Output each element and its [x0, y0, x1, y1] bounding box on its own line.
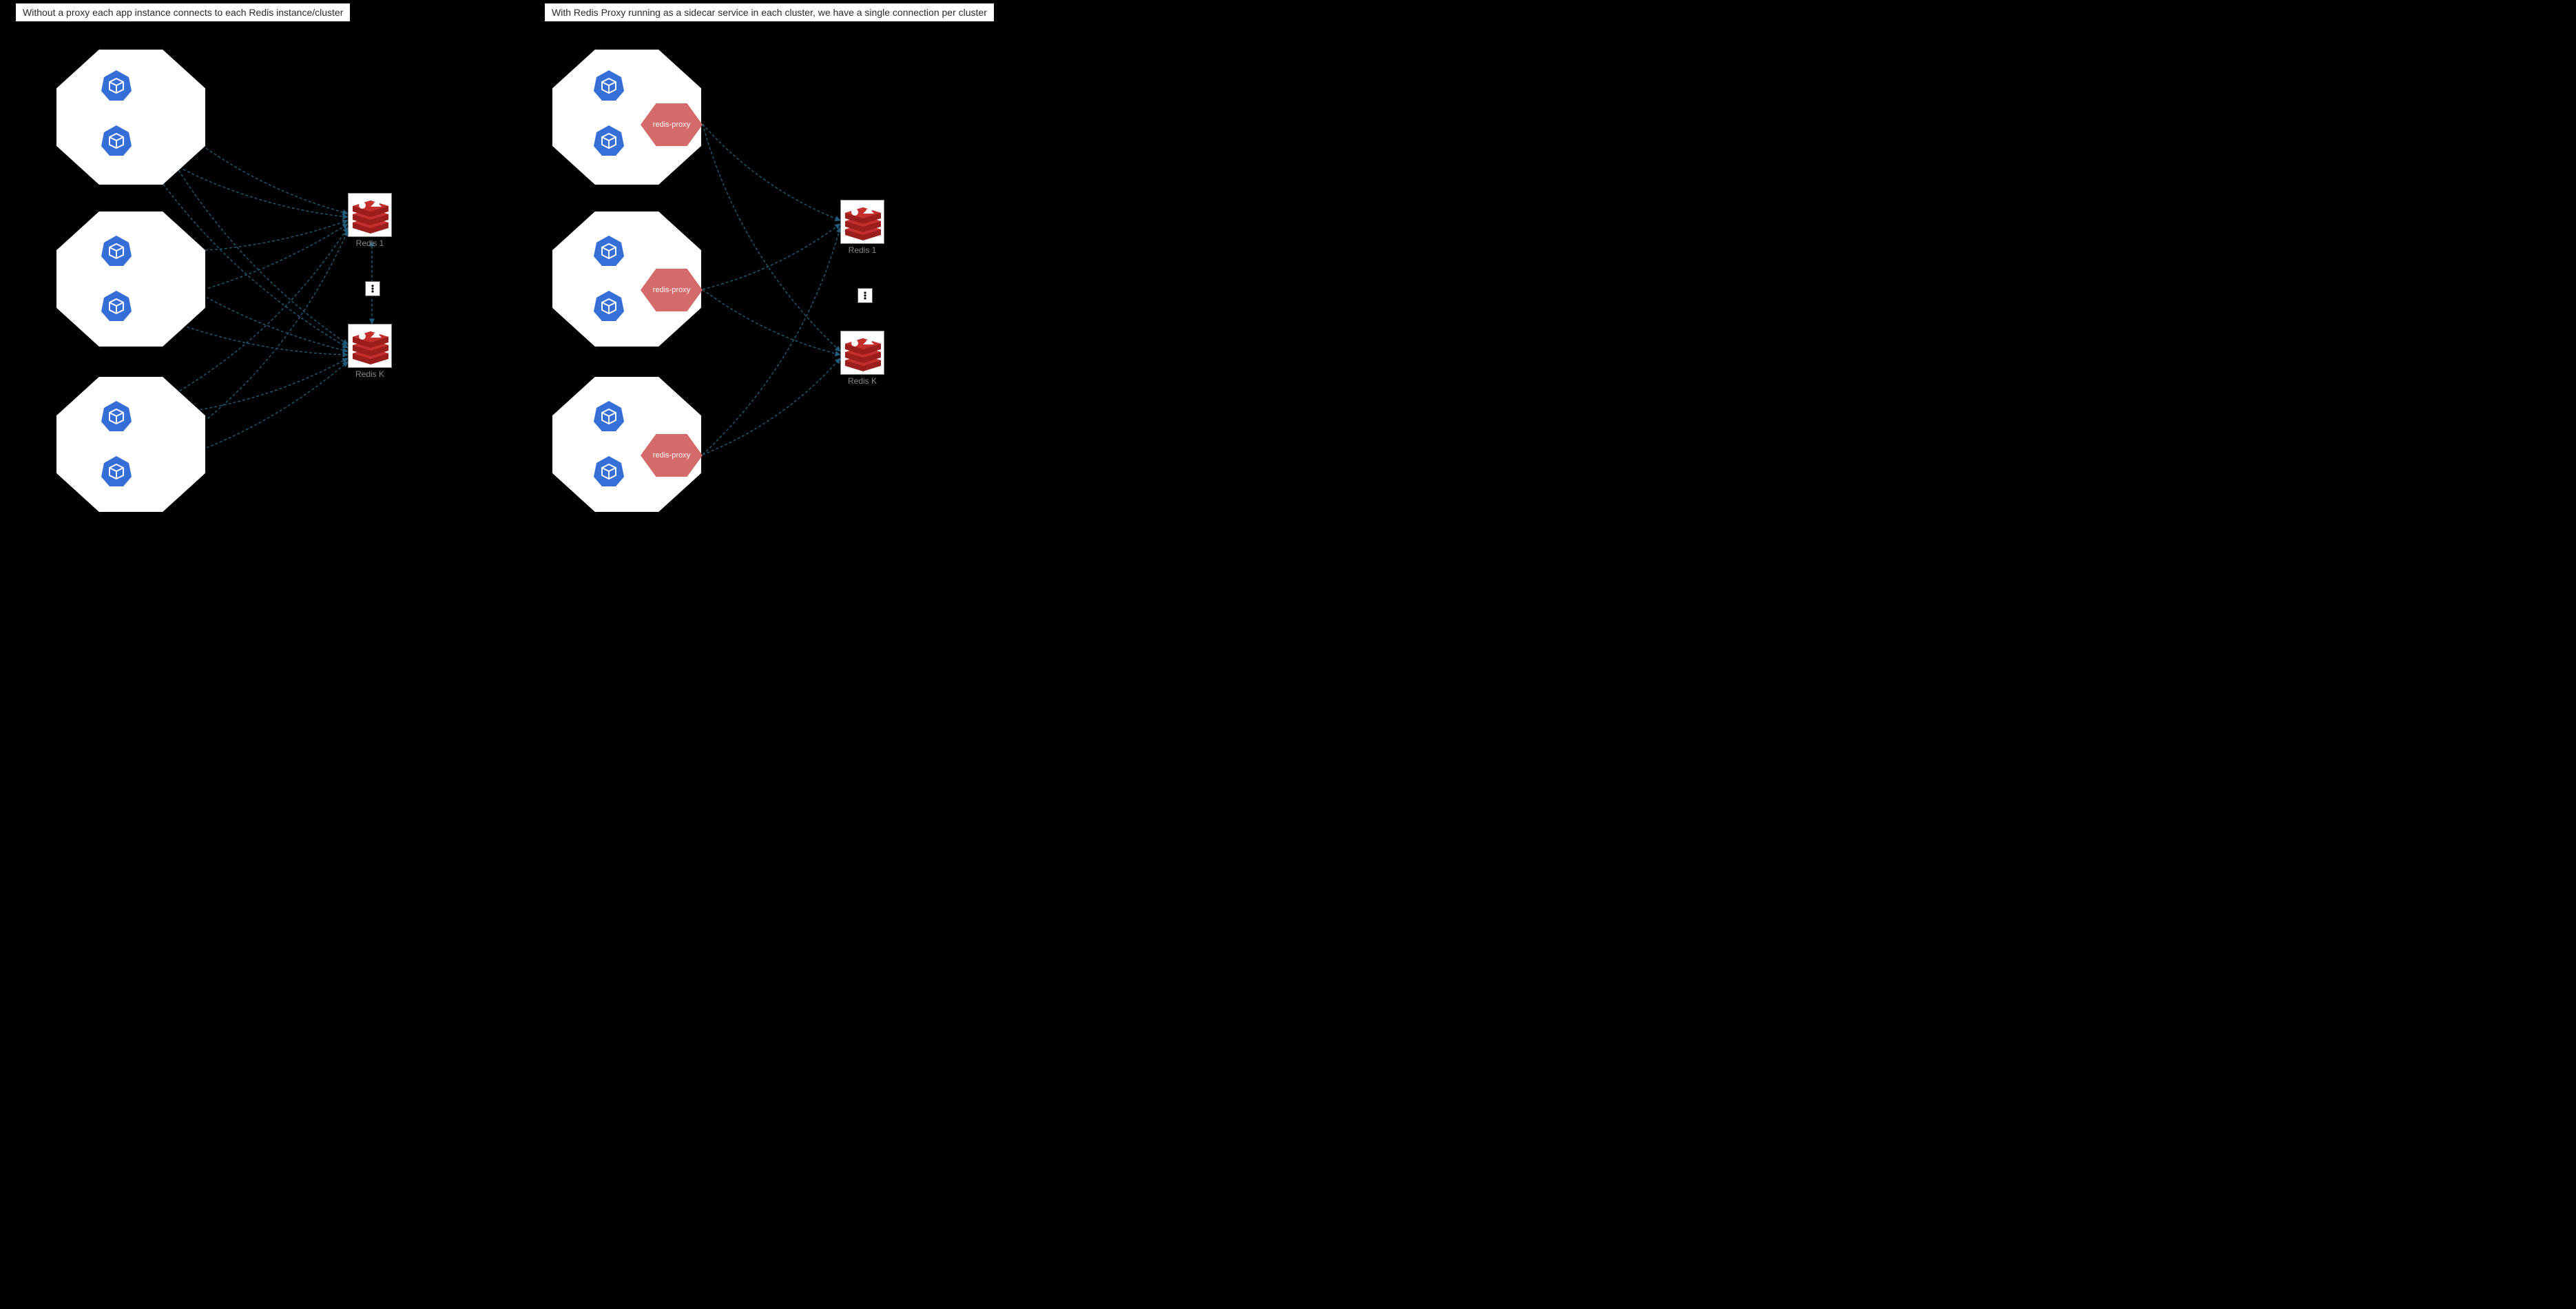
- panel-title-right: With Redis Proxy running as a sidecar se…: [544, 3, 995, 22]
- redis-proxy-label: redis-proxy: [653, 286, 690, 294]
- connection-edge: [703, 358, 840, 455]
- connection-edge: [703, 124, 840, 351]
- connection-edge: [703, 289, 840, 355]
- k8s-pod-icon: [100, 400, 133, 433]
- redis-instance-icon: [348, 324, 392, 368]
- panel-title-left: Without a proxy each app instance connec…: [15, 3, 351, 22]
- k8s-pod-icon: [592, 69, 625, 102]
- cluster-octagon: [55, 375, 207, 513]
- cluster-octagon: [55, 210, 207, 348]
- redis-instance-label: Redis K: [840, 376, 884, 386]
- redis-instance-icon: [840, 200, 884, 244]
- k8s-pod-icon: [592, 289, 625, 322]
- redis-instance-label: Redis 1: [348, 238, 392, 248]
- redis-proxy-label: redis-proxy: [653, 451, 690, 460]
- k8s-pod-icon: [100, 124, 133, 157]
- k8s-pod-icon: [592, 124, 625, 157]
- k8s-pod-icon: [592, 234, 625, 267]
- connection-edge: [703, 224, 840, 289]
- connection-edge: [703, 124, 840, 220]
- ellipsis-icon: [858, 288, 873, 303]
- k8s-pod-icon: [592, 455, 625, 488]
- redis-instance-icon: [348, 193, 392, 237]
- ellipsis-icon: [365, 281, 380, 296]
- k8s-pod-icon: [592, 400, 625, 433]
- connection-edge: [703, 227, 840, 455]
- redis-proxy-label: redis-proxy: [653, 121, 690, 129]
- redis-instance-icon: [840, 331, 884, 375]
- k8s-pod-icon: [100, 69, 133, 102]
- k8s-pod-icon: [100, 289, 133, 322]
- k8s-pod-icon: [100, 234, 133, 267]
- redis-instance-label: Redis 1: [840, 245, 884, 255]
- k8s-pod-icon: [100, 455, 133, 488]
- redis-instance-label: Redis K: [348, 369, 392, 379]
